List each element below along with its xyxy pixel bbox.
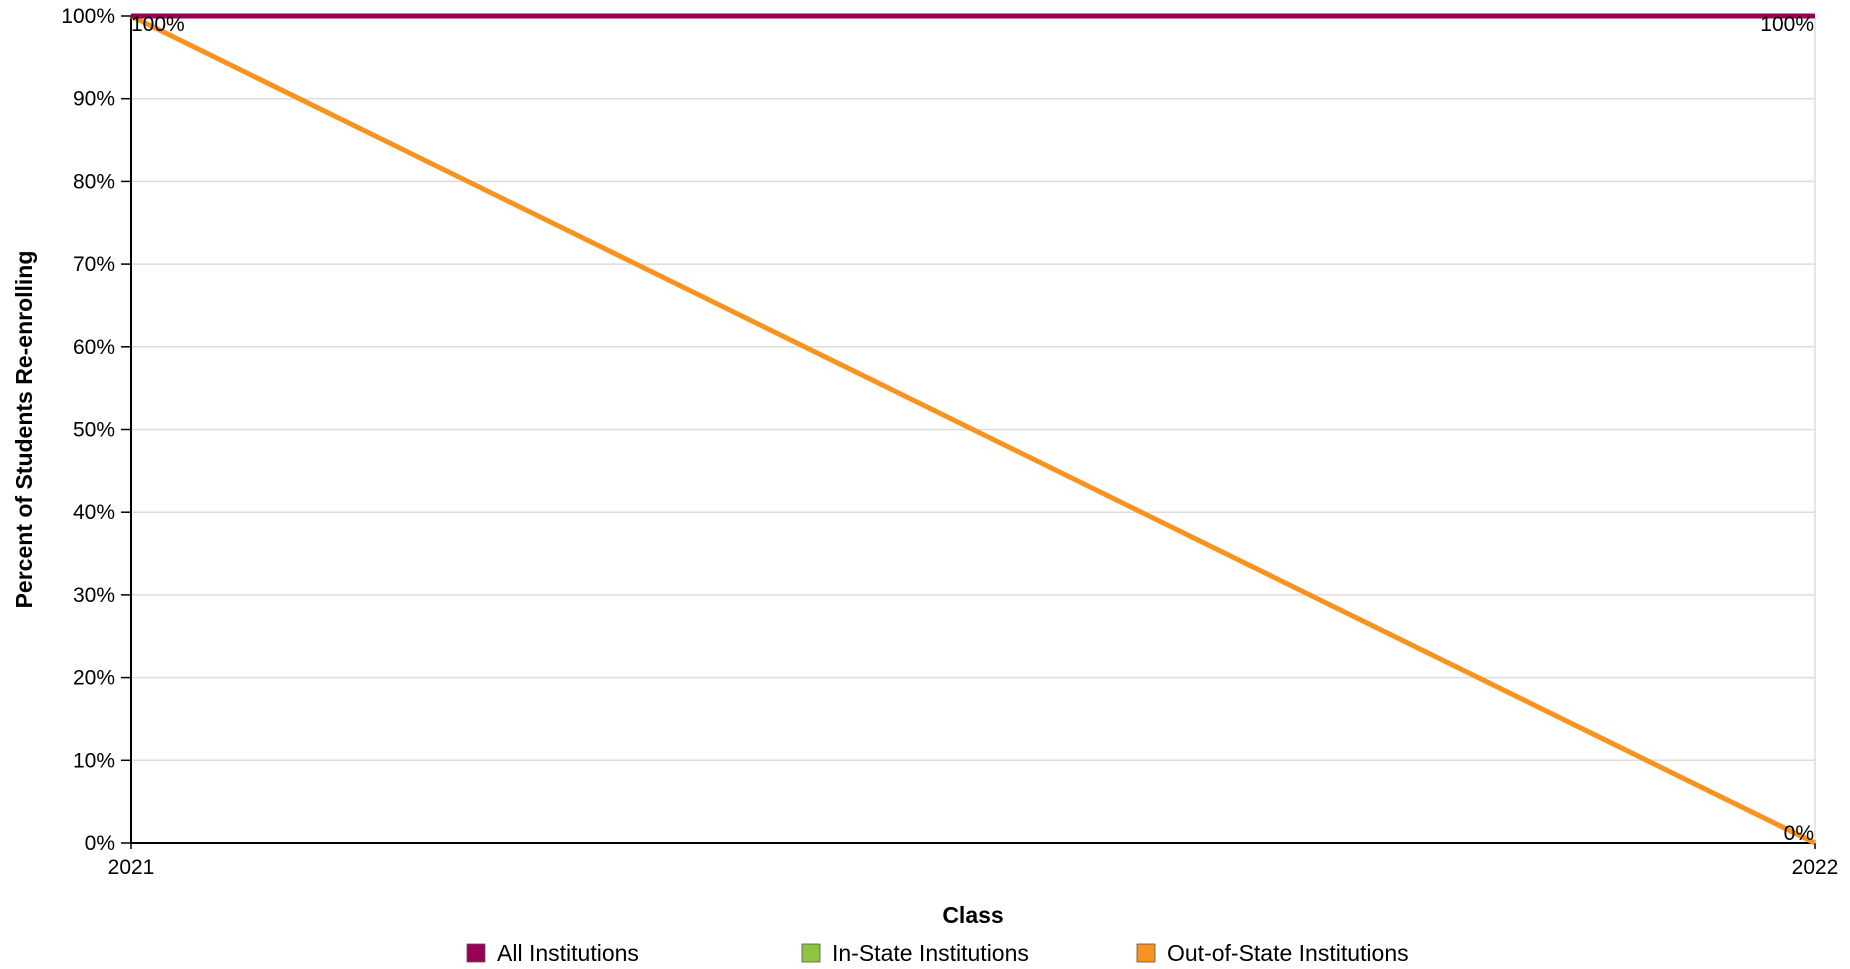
series-line [129,13,1817,846]
y-tick-label: 50% [73,419,115,442]
x-tick-label: 2022 [1792,856,1839,879]
legend-swatch [1136,943,1156,963]
y-tick-label: 20% [73,667,115,690]
y-tick-label: 80% [73,170,115,193]
data-labels: 100% 100% 0% [131,13,1814,845]
y-tick-label: 10% [73,749,115,772]
y-tick-labels: 0% 10% 20% 30% 40% 50% 60% 70% 80% 90% 100% [61,5,115,855]
y-tick-label: 60% [73,336,115,359]
data-label: 0% [1784,822,1814,845]
legend-label: In-State Institutions [832,940,1029,964]
legend-label: All Institutions [497,940,639,964]
data-label: 100% [1760,13,1814,36]
x-tick-label: 2021 [108,856,155,879]
x-tick-labels: 2021 2022 [108,856,1839,879]
legend-swatch [801,943,821,963]
y-tick-label: 30% [73,584,115,607]
y-axis-title: Percent of Students Re-enrolling [11,251,37,609]
data-label: 100% [131,13,185,36]
y-tick-label: 70% [73,253,115,276]
series-lines [129,13,1817,846]
y-tick-label: 0% [85,832,115,855]
legend-swatch [466,943,486,963]
x-axis-title: Class [942,902,1003,928]
legend: All Institutions In-State Institutions Out… [466,940,1409,966]
y-tick-label: 100% [61,5,115,28]
y-tick-label: 90% [73,88,115,111]
y-tick-label: 40% [73,501,115,524]
axes [121,15,1816,849]
legend-label: Out-of-State Institutions [1167,940,1409,964]
